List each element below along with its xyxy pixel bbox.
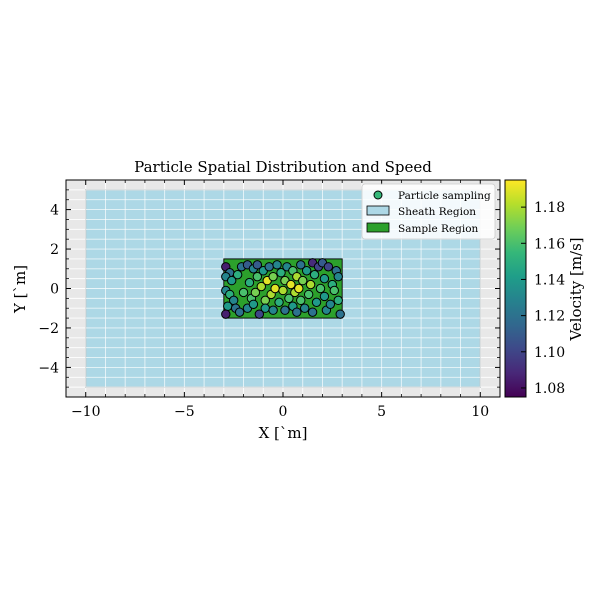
particle-point <box>234 307 245 317</box>
colorbar-gradient <box>504 179 527 398</box>
particle-point <box>309 269 320 280</box>
y-axis-label: Y [`m] <box>11 265 29 314</box>
legend-marker-sample <box>366 222 390 233</box>
particle-point <box>323 262 334 272</box>
particle-point <box>270 283 280 294</box>
particle-point <box>315 283 326 294</box>
particle-point <box>325 299 336 309</box>
colorbar-label: Velocity [m/s] <box>567 237 585 341</box>
particle-point <box>256 281 266 292</box>
legend: Particle sampling Sheath Region Sample R… <box>361 183 496 240</box>
axis-ticks <box>65 179 501 398</box>
y-tick-label: −2 <box>38 321 59 337</box>
particle-point <box>260 303 270 313</box>
y-tick-labels: −4 −2 0 2 4 <box>38 203 59 377</box>
particle-point <box>223 301 233 311</box>
particle-point <box>333 295 343 306</box>
particle-point <box>311 297 322 308</box>
particle-point <box>296 260 306 270</box>
x-tick-label: 10 <box>471 404 489 420</box>
colorbar-tick-label: 1.18 <box>534 200 565 216</box>
particle-point <box>307 307 318 317</box>
colorbar-ticks: 1.08 1.10 1.12 1.14 1.16 1.18 <box>521 200 565 397</box>
particle-point <box>232 269 243 280</box>
particle-point <box>280 305 290 315</box>
particle-point <box>284 293 294 304</box>
colorbar-tick-label: 1.14 <box>534 272 565 288</box>
legend-label-particles: Particle sampling <box>398 190 491 202</box>
particle-point <box>238 287 249 298</box>
particle-point <box>296 295 306 306</box>
legend-box <box>361 183 496 240</box>
x-axis-label: X [`m] <box>259 424 308 442</box>
chart-title: Particle Spatial Distribution and Speed <box>134 158 432 176</box>
colorbar-tick-label: 1.16 <box>534 236 565 252</box>
particle-point <box>252 260 263 270</box>
particle-point <box>305 279 316 290</box>
particle-point <box>319 291 330 302</box>
y-tick-label: 4 <box>50 203 59 219</box>
particle-point <box>264 262 274 272</box>
particle-point <box>292 307 302 317</box>
particle-point <box>268 305 278 315</box>
particle-point <box>276 268 286 278</box>
y-tick-label: 2 <box>50 242 59 258</box>
particle-point <box>252 271 263 282</box>
particle-point <box>278 285 288 296</box>
x-tick-label: −10 <box>71 404 101 420</box>
legend-marker-sheath <box>366 205 390 216</box>
particle-point <box>227 275 237 286</box>
y-tick-label: 0 <box>50 282 59 298</box>
particle-point <box>298 275 308 286</box>
particle-point <box>274 297 284 308</box>
particle-point <box>319 273 330 284</box>
legend-marker-particles <box>373 190 383 200</box>
particle-point <box>250 287 261 298</box>
particle-point <box>294 283 304 294</box>
x-tick-label: 0 <box>279 404 288 420</box>
legend-label-sheath: Sheath Region <box>398 206 476 218</box>
y-tick-label: −4 <box>38 360 59 376</box>
particle-point <box>254 309 265 319</box>
particle-point <box>244 277 255 288</box>
particle-point <box>333 271 343 282</box>
colorbar-tick-label: 1.12 <box>534 309 565 325</box>
particle-point <box>301 266 312 276</box>
particle-point <box>335 309 345 319</box>
colorbar: 1.08 1.10 1.12 1.14 1.16 1.18 Velocity [m/s] <box>504 179 585 398</box>
particle-point <box>286 279 296 290</box>
x-tick-label: −5 <box>174 404 195 420</box>
colorbar-tick-label: 1.10 <box>534 345 565 361</box>
x-tick-labels: −10 −5 0 5 10 <box>71 404 489 420</box>
colorbar-tick-label: 1.08 <box>534 381 565 397</box>
particle-point <box>272 260 282 270</box>
particle-points <box>221 258 345 319</box>
particle-point <box>329 285 339 296</box>
particle-point <box>300 303 310 313</box>
particle-point <box>221 309 231 319</box>
particle-point <box>268 271 278 282</box>
particle-point <box>248 299 259 309</box>
legend-label-sample: Sample Region <box>398 223 479 235</box>
particle-point <box>303 289 314 300</box>
x-tick-label: 5 <box>377 404 386 420</box>
